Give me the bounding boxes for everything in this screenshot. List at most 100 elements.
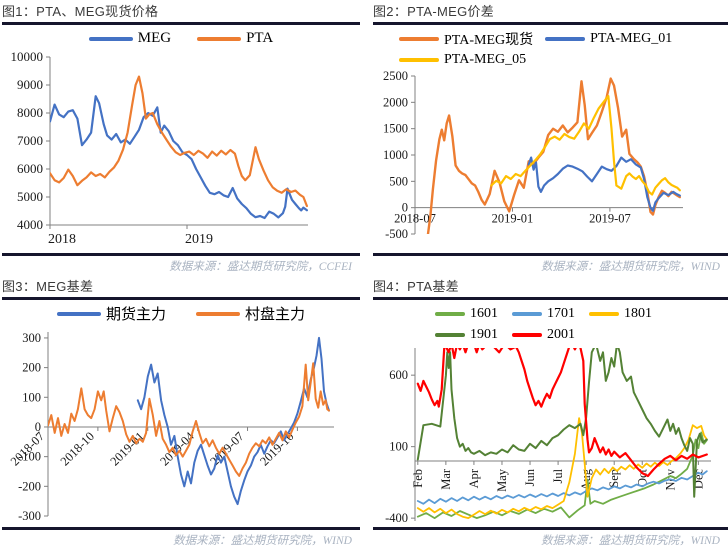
legend-item: PTA-MEG_01 xyxy=(545,31,672,47)
svg-text:May: May xyxy=(495,468,509,492)
legend-item: PTA-MEG_05 xyxy=(399,52,526,68)
svg-text:-200: -200 xyxy=(18,479,41,493)
svg-text:Mar: Mar xyxy=(439,468,453,490)
svg-text:-500: -500 xyxy=(385,227,408,241)
svg-text:1000: 1000 xyxy=(383,148,408,162)
panel-title: 图4：PTA基差 xyxy=(373,279,459,294)
legend-swatch xyxy=(545,36,586,41)
svg-text:300: 300 xyxy=(22,331,41,345)
bottom-rule xyxy=(373,527,728,530)
legend-row: MEG PTA xyxy=(2,28,360,49)
title-rule xyxy=(373,22,728,25)
svg-text:2019: 2019 xyxy=(185,232,213,247)
legend-item: 1701 xyxy=(512,306,575,322)
svg-text:100: 100 xyxy=(22,390,41,404)
legend-label: MEG xyxy=(137,30,172,46)
bottom-rule xyxy=(373,253,728,256)
panel-pta-meg-spot-price: 图1：PTA、MEG现货价格 MEG PTA 4000 5000 6000 7000 80… xyxy=(0,0,364,275)
source-row: 数据来源：盛达期货研究院，WIND xyxy=(373,253,728,275)
legend-swatch xyxy=(589,311,619,316)
legend-label: 村盘主力 xyxy=(245,307,306,323)
legend-item: 村盘主力 xyxy=(196,303,305,324)
svg-text:600: 600 xyxy=(389,368,408,382)
legend-label: 1601 xyxy=(470,305,498,321)
svg-text:Feb: Feb xyxy=(411,469,425,488)
svg-text:10000: 10000 xyxy=(11,49,44,64)
svg-text:200: 200 xyxy=(22,361,41,375)
svg-text:8000: 8000 xyxy=(17,105,43,120)
title-rule xyxy=(2,297,360,300)
panel-title: 图1：PTA、MEG现货价格 xyxy=(2,4,159,19)
legend-label: 期货主力 xyxy=(105,307,166,323)
svg-text:Oct: Oct xyxy=(635,468,649,487)
legend-item: 1801 xyxy=(589,306,652,322)
legend-row: PTA-MEG现货 PTA-MEG_01 xyxy=(373,28,728,49)
chart-legend: PTA-MEG现货 PTA-MEG_01 PTA-MEG_05 xyxy=(373,28,728,70)
svg-text:5000: 5000 xyxy=(17,189,43,204)
legend-label: PTA-MEG现货 xyxy=(444,32,534,48)
svg-text:Apr: Apr xyxy=(467,468,481,488)
svg-text:7000: 7000 xyxy=(17,133,43,148)
svg-text:0: 0 xyxy=(402,201,408,215)
legend-swatch xyxy=(88,36,133,41)
legend-row: 期货主力 村盘主力 xyxy=(2,303,360,324)
legend-swatch xyxy=(399,57,439,62)
chart-legend: MEG PTA xyxy=(2,28,360,49)
svg-text:2019-07: 2019-07 xyxy=(589,212,631,226)
svg-text:100: 100 xyxy=(389,440,408,454)
svg-text:2019-07: 2019-07 xyxy=(207,429,246,468)
svg-text:Jul: Jul xyxy=(551,468,565,483)
title-rule xyxy=(373,297,728,300)
bottom-rule xyxy=(2,253,360,256)
legend-swatch xyxy=(435,332,465,337)
panel-pta-basis: 图4：PTA基差 1601 1701 1801 1901 2001 -400 100 600… xyxy=(364,275,728,549)
svg-text:-100: -100 xyxy=(18,450,41,464)
legend-row: 1601 1701 1801 xyxy=(373,303,728,324)
legend-item: 2001 xyxy=(512,327,575,343)
chart-price-spread: -500 0 500 1000 1500 2000 2500 2018-07 2019-01 20… xyxy=(383,70,683,241)
legend-label: 1701 xyxy=(547,305,575,321)
data-source-label: 数据来源：盛达期货研究院，WIND xyxy=(541,261,720,273)
svg-text:1500: 1500 xyxy=(383,122,408,136)
legend-label: PTA-MEG_01 xyxy=(590,30,673,46)
svg-text:-400: -400 xyxy=(385,511,408,525)
svg-text:2018-10: 2018-10 xyxy=(58,429,97,468)
legend-swatch xyxy=(196,311,240,316)
bottom-rule xyxy=(2,527,360,530)
svg-text:6000: 6000 xyxy=(17,161,43,176)
legend-label: 1801 xyxy=(624,305,652,321)
legend-swatch xyxy=(399,36,439,41)
panel-pta-meg-spread: 图2：PTA-MEG价差 PTA-MEG现货 PTA-MEG_01 PTA-MEG_… xyxy=(364,0,728,275)
chart-spot-price: 4000 5000 6000 7000 8000 9000 10000 2018 2019 xyxy=(11,49,308,247)
svg-text:2018: 2018 xyxy=(48,232,76,247)
svg-text:2500: 2500 xyxy=(383,70,408,83)
legend-label: PTA-MEG_05 xyxy=(444,51,527,67)
legend-row: PTA-MEG_05 xyxy=(373,49,728,70)
legend-item: MEG xyxy=(88,30,172,47)
svg-text:500: 500 xyxy=(389,174,408,188)
source-row: 数据来源：盛达期货研究院，WIND xyxy=(2,527,360,549)
legend-swatch xyxy=(435,311,465,316)
legend-row: 1901 2001 xyxy=(373,324,728,345)
svg-text:2018-07: 2018-07 xyxy=(394,212,436,226)
source-row: 数据来源：盛达期货研究院，CCFEI xyxy=(2,253,360,275)
panel-meg-basis: 图3：MEG基差 期货主力 村盘主力 -300 -200 -100 0 100 200 300… xyxy=(0,275,364,549)
data-source-label: 数据来源：盛达期货研究院，WIND xyxy=(541,535,720,547)
legend-label: 2001 xyxy=(547,326,575,342)
source-row: 数据来源：盛达期货研究院，WIND xyxy=(373,527,728,549)
legend-swatch xyxy=(512,311,542,316)
chart-legend: 期货主力 村盘主力 xyxy=(2,303,360,324)
legend-label: 1901 xyxy=(470,326,498,342)
svg-text:Sep: Sep xyxy=(607,469,621,488)
legend-item: 1601 xyxy=(435,306,498,322)
svg-text:-300: -300 xyxy=(18,509,41,522)
svg-text:4000: 4000 xyxy=(17,217,43,232)
legend-item: 1901 xyxy=(435,327,498,343)
legend-swatch xyxy=(512,332,542,337)
panel-title: 图3：MEG基差 xyxy=(2,279,94,294)
data-source-label: 数据来源：盛达期货研究院，CCFEI xyxy=(169,261,352,273)
legend-swatch xyxy=(197,36,242,41)
